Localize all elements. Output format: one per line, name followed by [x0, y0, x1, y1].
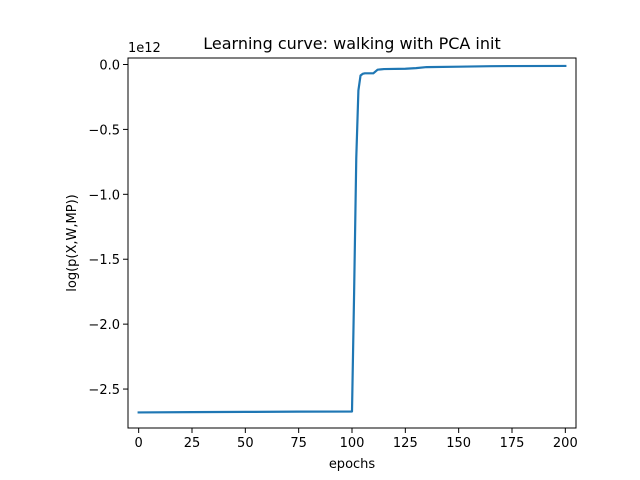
y-axis-ticks: −2.5 −2.0 −1.5 −1.0 −0.5 0.0 — [88, 58, 128, 398]
x-tick-label: 0 — [135, 436, 143, 451]
y-tick-label: −2.5 — [88, 383, 120, 398]
y-axis-label: log(p(X,W,MP)) — [65, 194, 80, 291]
y-offset-text: 1e12 — [128, 41, 161, 56]
x-tick-label: 75 — [290, 436, 307, 451]
y-tick-label: −2.0 — [88, 318, 120, 333]
y-tick-label: −1.0 — [88, 188, 120, 203]
chart-title: Learning curve: walking with PCA init — [203, 34, 500, 53]
series-line — [137, 64, 567, 414]
x-tick-label: 100 — [340, 436, 365, 451]
x-tick-label: 175 — [500, 436, 525, 451]
x-tick-label: 200 — [553, 436, 578, 451]
x-tick-label: 125 — [393, 436, 418, 451]
y-tick-label: −0.5 — [88, 123, 120, 138]
y-tick-label: −1.5 — [88, 253, 120, 268]
x-tick-label: 50 — [237, 436, 254, 451]
x-tick-label: 25 — [184, 436, 201, 451]
x-tick-label: 150 — [446, 436, 471, 451]
plot-area-frame — [127, 57, 577, 429]
x-axis-label: epochs — [329, 457, 376, 472]
x-axis-ticks: 0 25 50 75 100 125 150 175 200 — [135, 428, 578, 451]
plot-lines — [137, 64, 567, 414]
y-tick-label: 0.0 — [99, 58, 120, 73]
